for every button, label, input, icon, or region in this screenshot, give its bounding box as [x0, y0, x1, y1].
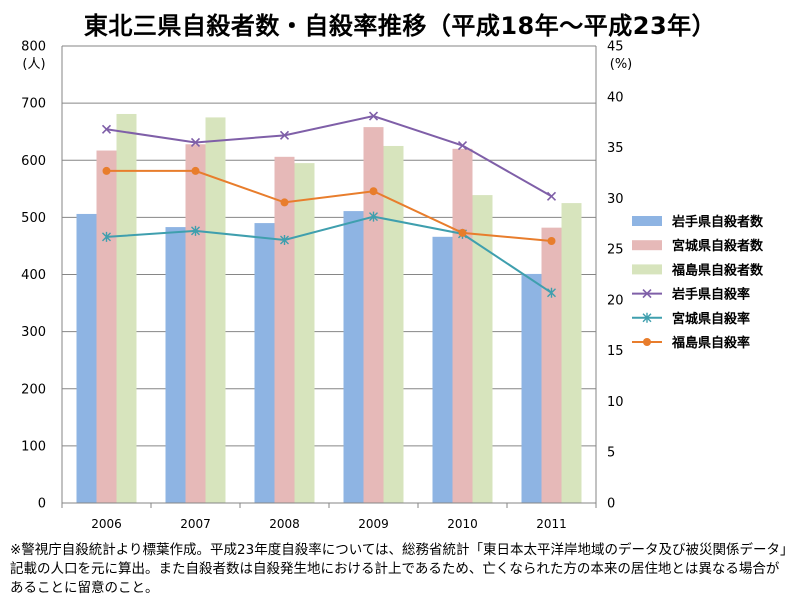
- legend-label: 福島県自殺率: [671, 335, 750, 351]
- point: [642, 289, 652, 299]
- chart: 0 100 200 300 400 500 600 700 800 (人) 0 5 10 15 20 25 30…: [21, 40, 764, 532]
- point: [102, 231, 111, 242]
- point: [642, 312, 652, 323]
- bar: [432, 236, 453, 504]
- y-left-tick-label: 200: [21, 382, 46, 397]
- legend-swatch: [632, 240, 662, 251]
- bar: [561, 203, 582, 503]
- y-right-tick-label: 5: [607, 446, 615, 461]
- point: [546, 191, 557, 201]
- bar: [472, 195, 493, 503]
- bars: [76, 113, 582, 504]
- series-line: [106, 169, 552, 242]
- footnote: ※警視庁自殺統計より標葉作成。平成23年度自殺率については、総務省統計「東日本太…: [10, 542, 787, 596]
- y-left-tick-label: 100: [21, 439, 46, 454]
- point: [190, 137, 201, 148]
- gridlines: [62, 45, 596, 504]
- bar: [76, 213, 97, 503]
- y-right-unit-label: (%): [610, 57, 633, 72]
- series-line: [106, 215, 553, 294]
- bar: [343, 211, 364, 503]
- point: [368, 111, 379, 121]
- y-right-tick-label: 40: [607, 90, 624, 105]
- y-left-tick-label: 0: [38, 497, 46, 512]
- point: [101, 124, 112, 134]
- legend-swatch: [632, 264, 662, 275]
- bar: [165, 227, 186, 503]
- x-tick-label: 2008: [269, 517, 300, 531]
- point: [458, 228, 467, 237]
- y-left-tick-label: 700: [21, 97, 46, 112]
- y-right-tick-label: 20: [607, 293, 624, 308]
- bar: [363, 127, 384, 504]
- point: [280, 198, 289, 207]
- bar: [383, 145, 404, 503]
- x-tick-label: 2011: [536, 517, 567, 531]
- legend-swatch: [632, 216, 662, 226]
- bar: [274, 156, 295, 503]
- bar: [521, 273, 542, 503]
- point: [280, 234, 289, 245]
- y-right-tick-label: 10: [607, 395, 624, 410]
- point: [643, 338, 651, 346]
- x-tick-label: 2006: [91, 517, 122, 531]
- point: [102, 166, 111, 175]
- point: [369, 187, 378, 196]
- bar: [185, 144, 206, 503]
- bar: [541, 227, 562, 503]
- legend-label: 岩手県自殺者数: [671, 214, 764, 230]
- axes: 0 100 200 300 400 500 600 700 800 (人) 0 5 10 15 20 25 30…: [21, 40, 632, 532]
- bar: [205, 117, 226, 503]
- bar: [116, 113, 137, 503]
- y-left-tick-label: 300: [21, 325, 46, 340]
- y-right-tick-label: 35: [607, 141, 624, 156]
- y-left-tick-label: 500: [21, 211, 46, 226]
- point: [191, 225, 200, 236]
- page-title: 東北三県自殺者数・自殺率推移（平成18年～平成23年）: [83, 12, 717, 40]
- point: [369, 211, 378, 222]
- x-tick-label: 2009: [358, 517, 389, 531]
- legend-label: 岩手県自殺率: [671, 287, 750, 303]
- y-left-tick-label: 400: [21, 268, 46, 283]
- y-left-unit-label: (人): [22, 57, 45, 72]
- point: [547, 236, 556, 245]
- x-tick-label: 2007: [180, 517, 211, 531]
- point: [279, 130, 290, 140]
- rate-lines: [101, 111, 557, 298]
- bar: [96, 150, 117, 503]
- y-right-tick-label: 45: [607, 40, 624, 55]
- y-left-tick-label: 800: [21, 40, 46, 55]
- y-right-tick-label: 30: [607, 192, 624, 207]
- legend-label: 宮城県自殺率: [672, 311, 750, 327]
- point: [547, 287, 556, 298]
- legend-label: 福島県自殺者数: [671, 262, 764, 278]
- y-left-tick-label: 600: [21, 154, 46, 169]
- y-right-tick-label: 25: [607, 243, 624, 258]
- bar: [294, 163, 315, 503]
- y-right-tick-label: 15: [607, 344, 624, 359]
- y-right-tick-label: 0: [607, 497, 615, 512]
- x-tick-label: 2010: [447, 517, 478, 531]
- bar: [254, 223, 275, 503]
- point: [457, 140, 468, 151]
- legend-label: 宮城県自殺者数: [672, 238, 764, 254]
- point: [191, 166, 200, 175]
- series-line: [106, 115, 552, 198]
- bar: [452, 148, 473, 503]
